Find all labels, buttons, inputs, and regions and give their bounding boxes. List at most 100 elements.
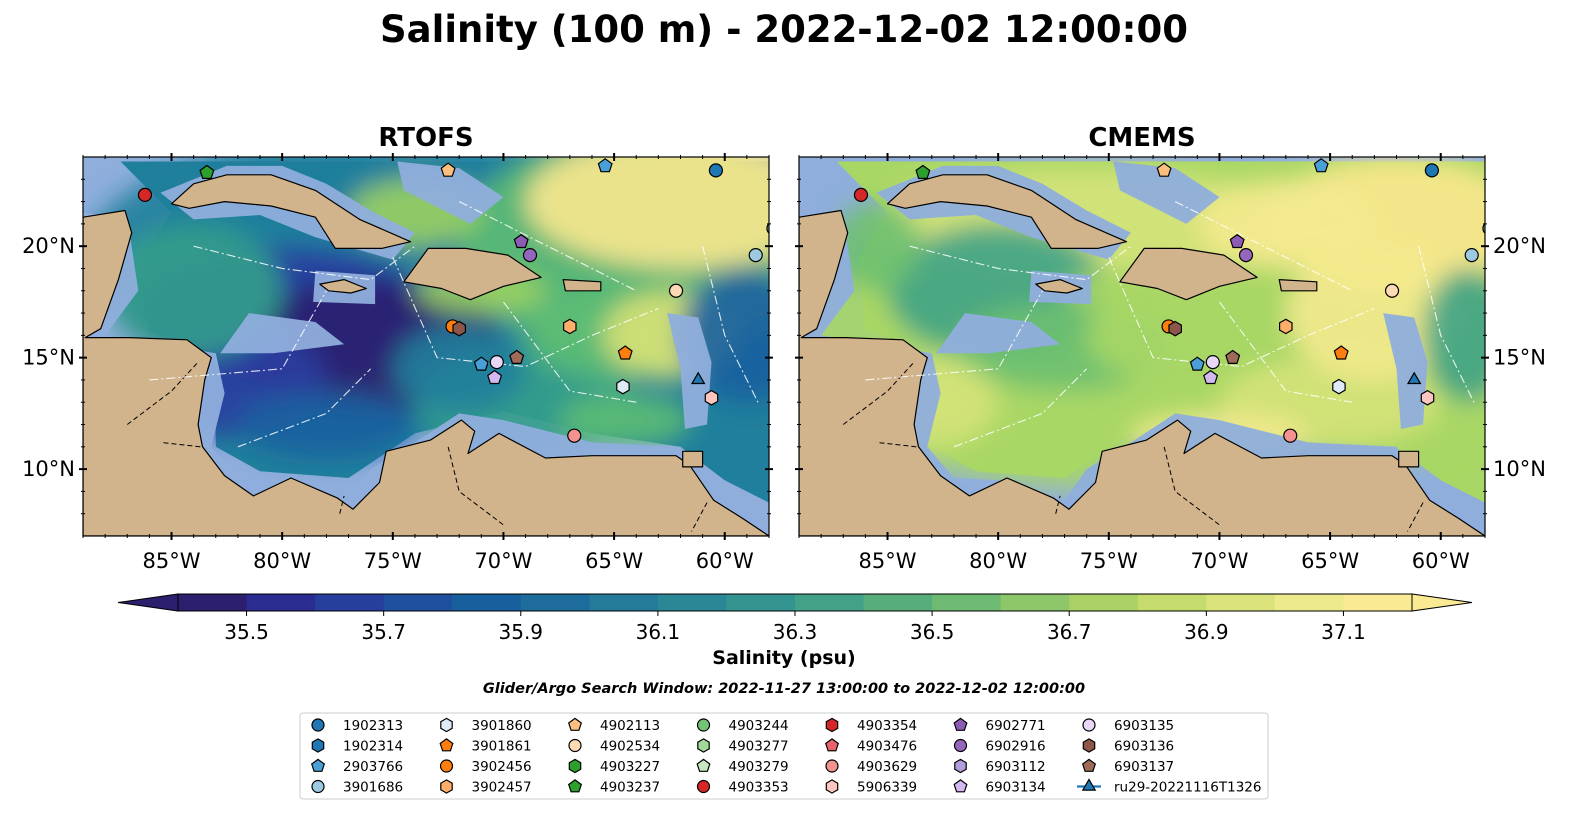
legend-entry: 3902457: [440, 779, 532, 796]
legend-entry: 3901860: [440, 717, 532, 734]
legend-label: 4902113: [600, 718, 660, 734]
colorbar-tick-label: 36.1: [636, 620, 681, 644]
landmass: [886, 174, 1128, 249]
legend-entry: 6903137: [1081, 758, 1174, 775]
colorbar-segment: [1206, 594, 1276, 611]
legend-marker: [310, 758, 326, 772]
search-window-caption: Glider/Argo Search Window: 2022-11-27 13…: [483, 681, 1085, 697]
landmass: [1398, 450, 1420, 468]
legend-entry: 5906339: [825, 779, 917, 796]
legend-label: 6902916: [986, 739, 1046, 755]
eez-boundary: [1174, 201, 1353, 292]
colorbar-segment: [452, 594, 522, 611]
legend-entry: 4903244: [696, 718, 789, 734]
colorbar-segment: [726, 594, 796, 611]
legend-entry: 1902313: [311, 718, 403, 734]
legend-label: 4903354: [857, 718, 917, 734]
float-6903137: [1225, 349, 1241, 364]
legend-marker: [954, 758, 967, 774]
float-6902771: [1229, 233, 1245, 249]
legend-frame: [299, 712, 1269, 800]
float-1902313: [1424, 163, 1439, 178]
field-patch: [105, 223, 283, 358]
x-tick-label: 65°W: [585, 549, 643, 573]
landmass: [403, 247, 542, 301]
field-patch: [1423, 268, 1485, 403]
legend-marker: [567, 779, 583, 793]
float-4902113: [440, 162, 456, 177]
shelf-area: [1383, 313, 1428, 429]
float-3901861: [1333, 345, 1349, 360]
y-tick-label: 20°N: [22, 234, 75, 258]
float-6903135: [1205, 355, 1220, 370]
eez-boundary: [909, 245, 1132, 281]
y-tick-label: 15°N: [1493, 346, 1546, 370]
legend-label: 3901860: [472, 718, 532, 734]
x-tick-label: 75°W: [364, 549, 422, 573]
legend-entry: 6902916: [953, 739, 1046, 755]
legend-marker: [824, 738, 840, 752]
legend-marker: [697, 738, 710, 753]
eez-boundary: [1418, 246, 1475, 403]
float-3901861: [617, 345, 633, 360]
landmass: [83, 209, 769, 536]
colorbar-extend-max: [1411, 593, 1473, 612]
float-6902771: [513, 233, 529, 249]
eez-boundary: [237, 368, 372, 448]
eez-boundary: [953, 368, 1088, 448]
legend-label: 6903137: [1114, 759, 1174, 775]
legend-marker: [311, 738, 325, 753]
legend-entry: 2903766: [310, 758, 403, 775]
x-tick-label: 85°W: [859, 549, 917, 573]
legend-marker: [696, 718, 711, 732]
float-4903353: [137, 187, 153, 202]
float-3901686: [1464, 247, 1479, 263]
legend-marker: [311, 718, 325, 732]
legend-marker: [311, 779, 325, 794]
field-patch: [392, 324, 526, 414]
float-markers: [137, 158, 769, 443]
landmass: [682, 450, 704, 468]
float-ru29-20221116T1326: [1406, 371, 1422, 385]
legend-entry: 4903629: [825, 759, 917, 775]
float-6903134: [487, 369, 503, 385]
eez-boundary: [865, 290, 1043, 381]
colorbar-tick-label: 36.9: [1184, 620, 1229, 644]
float-4903237: [915, 164, 931, 179]
y-tick-label: 20°N: [1493, 234, 1546, 258]
colorbar-segment: [1069, 594, 1139, 611]
colorbar-segment: [1000, 594, 1070, 611]
country-border: [447, 446, 504, 526]
legend-marker: [440, 717, 453, 733]
eez-boundary: [149, 290, 327, 381]
x-tick-label: 70°W: [474, 549, 532, 573]
legend-entry: 6903135: [1082, 718, 1174, 734]
legend-label: 4902534: [600, 739, 660, 755]
float-3901860: [616, 378, 630, 395]
x-tick-label: 70°W: [1190, 549, 1248, 573]
float-3902457: [562, 318, 577, 335]
legend-marker: [568, 758, 582, 774]
legend-marker: [696, 779, 711, 794]
x-tick-label: 60°W: [696, 549, 754, 573]
colorbar-segment: [1343, 594, 1413, 611]
legend-label: 3901861: [472, 739, 532, 755]
legend-entry: 4903279: [696, 758, 789, 775]
float-3901860: [1332, 378, 1346, 395]
colorbar-segment: [1137, 594, 1207, 611]
float-ru29-20221116T1326: [690, 371, 706, 385]
legend-entry: 6903136: [1082, 738, 1174, 755]
shelf-area: [667, 313, 712, 429]
colorbar-segment: [383, 594, 453, 611]
x-tick-label: 85°W: [143, 549, 201, 573]
legend-marker: [1081, 778, 1097, 791]
country-border: [1407, 502, 1424, 532]
legend-label: 4903279: [729, 759, 789, 775]
colorbar: 35.5 35.7 35.9 36.1 36.3 36.5 36.7 36.9 37.1: [117, 593, 1473, 644]
colorbar-tick-label: 35.7: [361, 620, 406, 644]
eez-boundary: [503, 301, 637, 403]
landmass: [1278, 279, 1318, 292]
colorbar-segment: [1274, 594, 1344, 611]
field-patch: [525, 157, 769, 269]
